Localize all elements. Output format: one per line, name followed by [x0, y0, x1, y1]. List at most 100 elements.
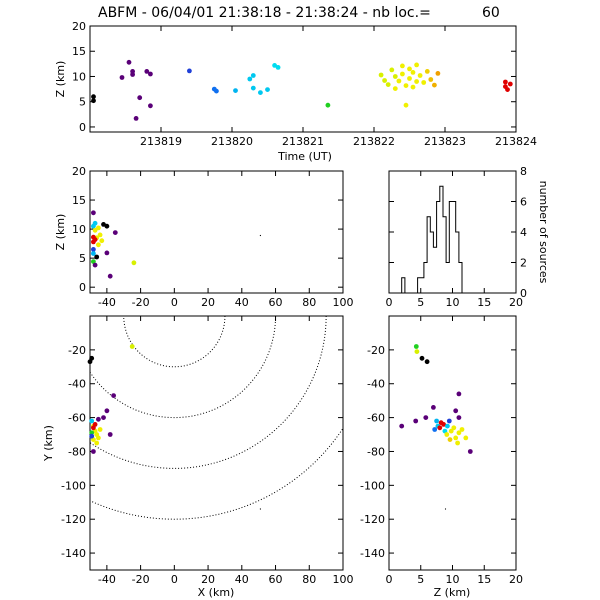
source-point — [444, 432, 450, 437]
source-point — [435, 71, 441, 76]
source-point — [445, 423, 450, 429]
source-point — [413, 344, 419, 349]
source-point — [414, 79, 419, 84]
source-point — [507, 81, 513, 87]
y-tick-label: -100 — [360, 479, 385, 492]
source-point — [428, 77, 434, 82]
source-point — [414, 349, 420, 354]
source-point — [392, 74, 398, 79]
source-point — [389, 67, 395, 73]
source-point — [92, 262, 98, 268]
source-point — [89, 355, 95, 361]
x-tick-label: 15 — [477, 573, 491, 586]
x-tick-label: 213822 — [353, 135, 395, 148]
x-tick-label: 40 — [235, 573, 249, 586]
source-point — [148, 71, 153, 77]
figure-source-count: 60 — [482, 5, 500, 21]
source-point — [463, 435, 469, 441]
source-point — [437, 425, 443, 431]
source-point — [126, 59, 132, 65]
range-contour — [90, 427, 343, 520]
source-point — [446, 418, 452, 424]
source-point — [111, 393, 116, 398]
source-point — [91, 251, 96, 256]
source-point — [382, 78, 387, 83]
source-point — [265, 87, 270, 92]
y-tick-label: -40 — [68, 378, 86, 391]
y-tick-label: -80 — [367, 445, 385, 458]
source-point — [107, 273, 113, 279]
source-point — [441, 422, 446, 427]
source-point — [214, 88, 219, 94]
source-point — [91, 247, 96, 252]
source-point — [400, 63, 405, 69]
x-tick-label: 15 — [477, 296, 491, 309]
source-point — [407, 66, 412, 72]
time-axis-label: Time (UT) — [277, 150, 332, 163]
x-tick-label: 0 — [171, 573, 178, 586]
y-tick-label: 15 — [72, 194, 86, 207]
y-tick-label: 5 — [79, 96, 86, 109]
source-point — [137, 95, 143, 101]
source-point — [91, 98, 96, 104]
source-point — [91, 449, 96, 454]
source-point — [403, 83, 409, 88]
y-tick-label: 0 — [79, 281, 86, 294]
x-tick-label: -40 — [98, 296, 116, 309]
source-point — [89, 418, 95, 424]
source-point — [396, 78, 402, 84]
source-point — [378, 72, 384, 78]
source-point — [453, 435, 459, 441]
x-tick-label: 213819 — [140, 135, 182, 148]
source-point — [97, 427, 103, 432]
source-point — [399, 423, 405, 429]
y-tick-label: 20 — [72, 165, 86, 178]
y-tick-label: -60 — [68, 412, 86, 425]
x-tick-label: 100 — [333, 573, 354, 586]
source-point — [392, 86, 398, 91]
source-point — [99, 238, 105, 244]
source-point — [467, 449, 473, 454]
y-tick-label: 10 — [72, 223, 86, 236]
source-point — [403, 102, 409, 108]
source-point — [91, 94, 96, 100]
x-tick-label: 0 — [171, 296, 178, 309]
y-tick-label: -20 — [68, 344, 86, 357]
x-tick-label: 20 — [509, 296, 523, 309]
source-point — [104, 223, 110, 229]
source-point — [250, 85, 256, 91]
source-point — [187, 68, 192, 74]
x-altitude-panel: -40 -20 0 20 40 60 80 100 0 5 10 15 20 Z (km) — [54, 165, 354, 309]
source-point — [424, 69, 430, 74]
source-point — [400, 71, 405, 77]
y-axis-label: Y (km) — [42, 425, 55, 462]
y-tick-label: 8 — [520, 165, 527, 178]
altitude-axis-label: Z (km) — [54, 214, 67, 251]
source-point — [130, 72, 136, 77]
y-tick-label: -20 — [367, 344, 385, 357]
source-point — [91, 223, 96, 229]
source-point — [94, 440, 100, 446]
source-point — [272, 63, 277, 68]
x-tick-label: 20 — [201, 296, 215, 309]
source-point — [119, 75, 125, 80]
source-point — [92, 227, 98, 233]
x-tick-label: 20 — [509, 573, 523, 586]
source-point — [96, 435, 101, 441]
source-point — [407, 76, 412, 81]
y-tick-label: -140 — [61, 547, 86, 560]
source-point — [247, 76, 253, 82]
x-tick-label: 0 — [386, 573, 393, 586]
y-tick-label: -40 — [367, 378, 385, 391]
time-altitude-frame — [89, 25, 517, 133]
x-tick-label: 60 — [269, 296, 283, 309]
source-point — [92, 237, 98, 243]
figure-title: ABFM - 06/04/01 21:38:18 - 21:38:24 - nb… — [98, 5, 431, 21]
source-point — [112, 230, 118, 236]
plan-view-frame — [89, 315, 344, 571]
source-point — [148, 103, 153, 109]
source-point — [96, 242, 101, 248]
x-tick-label: 20 — [201, 573, 215, 586]
source-point — [414, 62, 419, 68]
